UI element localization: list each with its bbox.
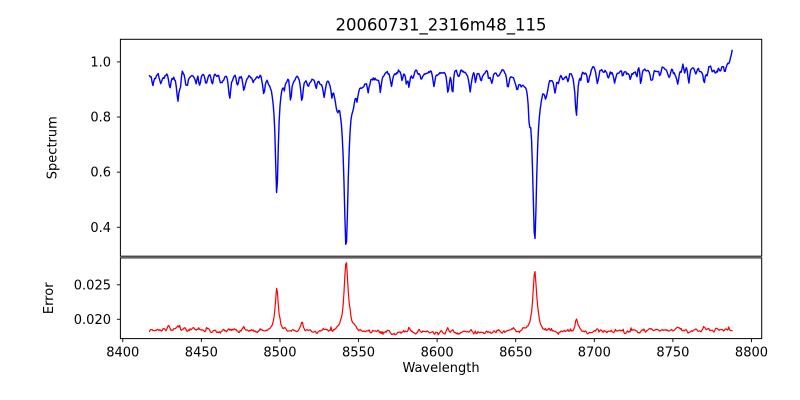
spectrum-y-tick-label: 0.6 [90,166,111,181]
chart-title: 20060731_2316m48_115 [335,16,546,36]
x-tick-label: 8600 [421,346,454,361]
x-tick-label: 8800 [735,346,768,361]
spectrum-y-tick-label: 0.4 [90,221,111,236]
error-axes-border [119,257,763,340]
error-line [148,262,733,336]
x-tick-label: 8550 [342,346,375,361]
x-tick-label: 8700 [578,346,611,361]
spectrum-axes-border [119,38,763,257]
x-tick-label: 8400 [106,346,139,361]
error-y-tick-label: 0.020 [74,313,111,328]
x-tick-label: 8450 [185,346,218,361]
x-tick-label: 8750 [656,346,689,361]
x-tick-label: 8500 [263,346,296,361]
x-axis-label: Wavelength [402,361,479,376]
x-tick-label: 8650 [499,346,532,361]
spectrum-y-tick-label: 1.0 [90,55,111,70]
spectrum-line [148,49,733,245]
error-y-tick-label: 0.025 [74,278,111,293]
spectrum-y-tick-label: 0.8 [90,111,111,126]
error-y-axis-label: Error [42,282,57,314]
spectrum-y-axis-label: Spectrum [46,116,61,179]
